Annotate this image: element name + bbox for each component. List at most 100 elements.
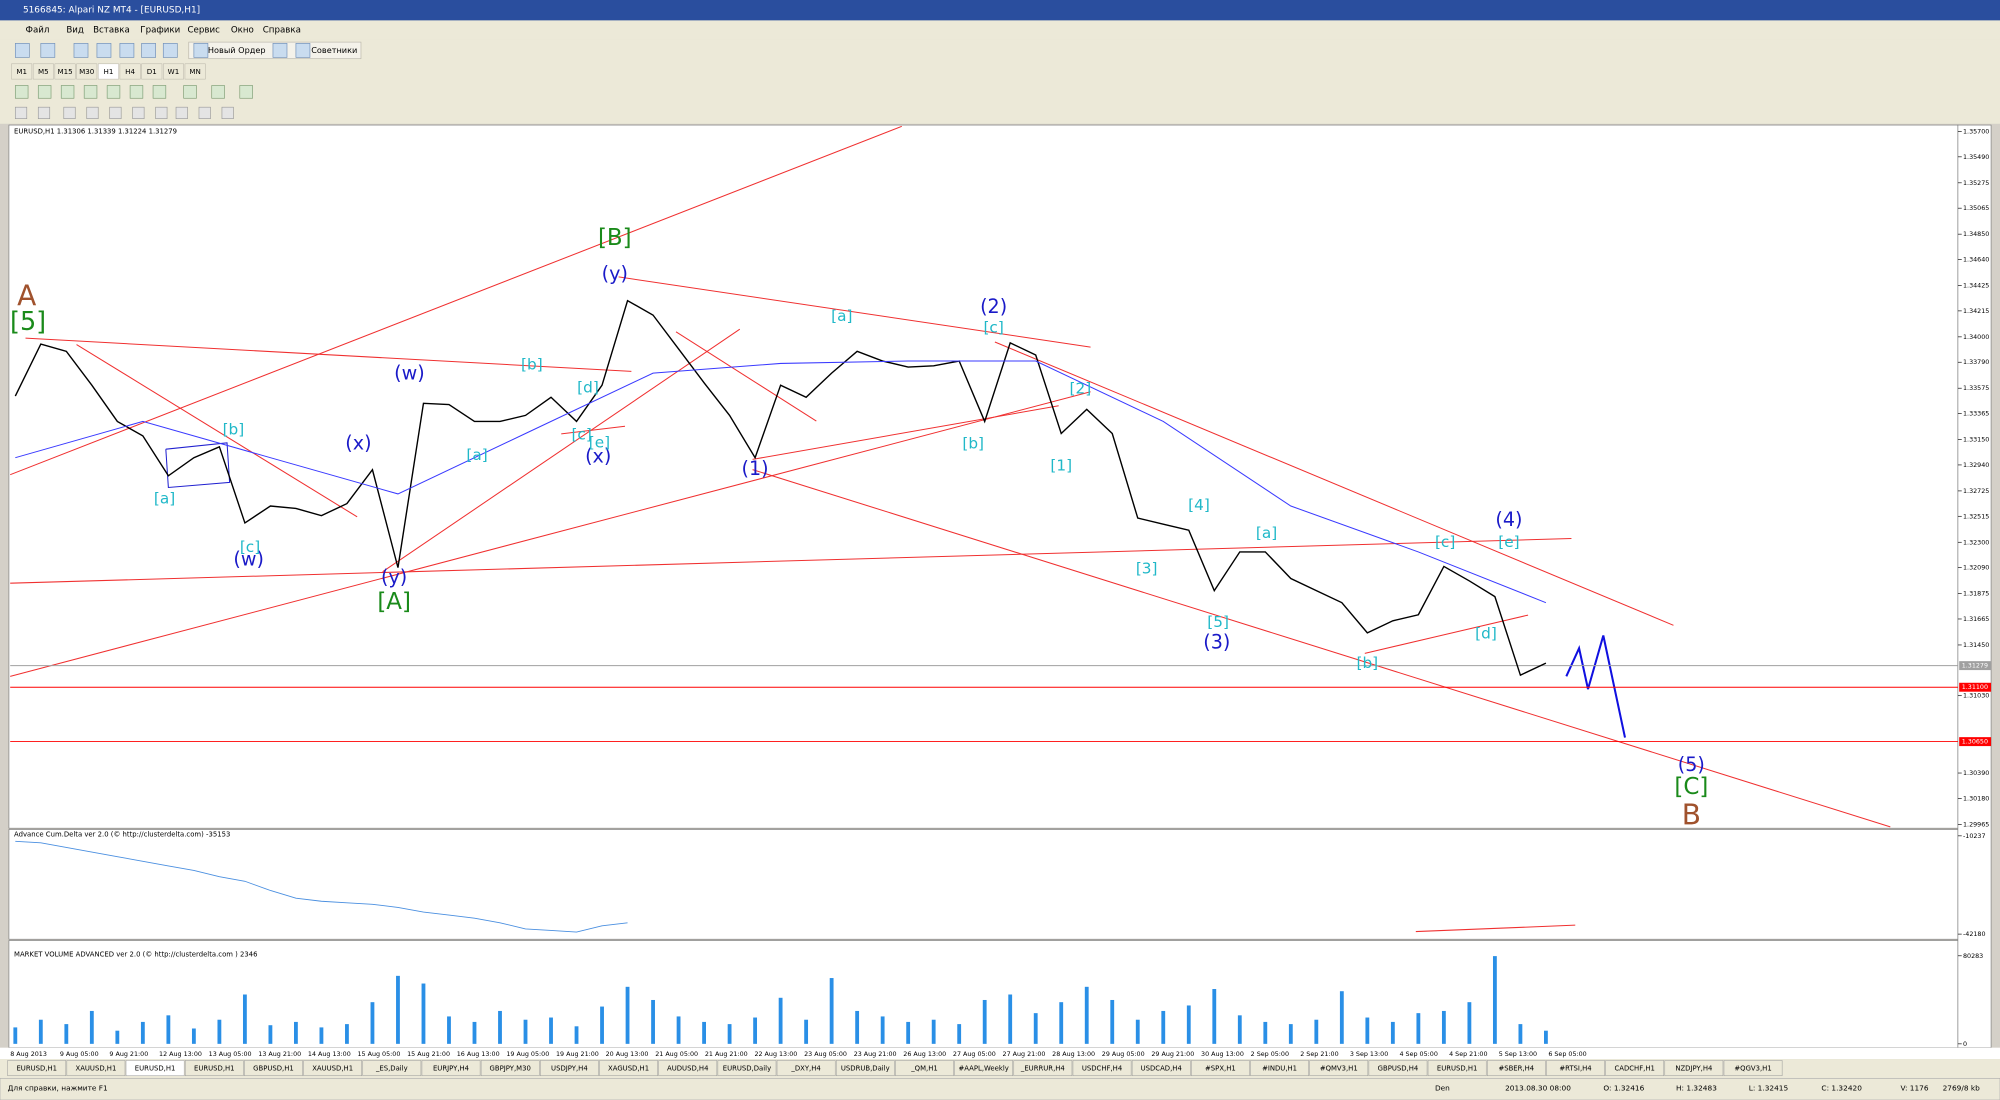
chart-tab-label[interactable]: EURUSD,H1 (16, 1065, 57, 1073)
toolbar-icon[interactable] (221, 106, 234, 119)
timeframe-label[interactable]: MN (189, 67, 200, 76)
toolbar-icon[interactable] (86, 106, 99, 119)
chart-tab[interactable] (1427, 1060, 1487, 1077)
chart-tab[interactable] (66, 1060, 126, 1077)
toolbar-icon[interactable] (14, 106, 28, 119)
chart-tab-label[interactable]: USDCHF,H4 (1082, 1065, 1122, 1073)
chart-tab-label[interactable]: USDCAD,H4 (1141, 1065, 1182, 1073)
timeframe-button[interactable] (141, 63, 163, 80)
toolbar-icon[interactable] (96, 43, 112, 58)
timeframe-button[interactable] (54, 63, 76, 80)
chart-tab-label[interactable]: XAUUSD,H1 (312, 1065, 353, 1073)
chart-tab-label[interactable]: USDRUB,Daily (841, 1065, 890, 1073)
chart-tab[interactable] (1368, 1060, 1428, 1077)
chart-tab[interactable] (1605, 1060, 1665, 1077)
timeframe-label[interactable]: M15 (57, 67, 72, 76)
toolbar-icon[interactable] (272, 43, 288, 58)
toolbar-icon[interactable] (141, 43, 156, 58)
menu-item[interactable]: Вставка (93, 25, 130, 35)
chart-tab[interactable] (7, 1060, 67, 1077)
toolbar-icon[interactable] (175, 106, 188, 119)
chart-tab[interactable] (421, 1060, 481, 1077)
chart-tab-label[interactable]: #INDU,H1 (1262, 1065, 1297, 1073)
chart-tab[interactable] (895, 1060, 954, 1077)
chart-tab[interactable] (1546, 1060, 1605, 1077)
toolbar-icon[interactable] (295, 43, 311, 58)
chart-tab[interactable] (1723, 1060, 1783, 1077)
chart-tab-label[interactable]: _DXY,H4 (790, 1065, 820, 1073)
toolbar-icon[interactable] (198, 106, 211, 119)
chart-tab[interactable] (184, 1060, 244, 1077)
toolbar-icon[interactable] (83, 85, 98, 99)
timeframe-label[interactable]: H1 (103, 67, 113, 76)
chart-tab-label[interactable]: #SPX,H1 (1205, 1065, 1236, 1073)
chart-tab[interactable] (303, 1060, 362, 1077)
chart-tab-label[interactable]: NZDJPY,H4 (1675, 1065, 1712, 1073)
chart-tab-label[interactable]: EURJPY,H4 (433, 1065, 469, 1073)
chart-tab-label[interactable]: EURUSD,H1 (135, 1065, 176, 1073)
chart-tab-label[interactable]: _QM,H1 (910, 1065, 938, 1073)
chart-tab-label[interactable]: #RTSI,H4 (1559, 1065, 1591, 1073)
timeframe-label[interactable]: M1 (16, 67, 27, 76)
toolbar-icon[interactable] (40, 43, 56, 58)
chart-tab[interactable] (835, 1060, 895, 1077)
new-order-button[interactable]: Новый Ордер (208, 45, 266, 55)
chart-tab[interactable] (1250, 1060, 1309, 1077)
timeframe-label[interactable]: M5 (38, 67, 49, 76)
chart-tab-label[interactable]: EURUSD,H1 (194, 1065, 235, 1073)
chart-tab-label[interactable]: _ES,Daily (375, 1065, 408, 1073)
chart-tab[interactable] (1013, 1060, 1073, 1077)
toolbar-icon[interactable] (37, 106, 51, 119)
chart-tab-label[interactable]: GBPUSD,H4 (1378, 1065, 1419, 1073)
toolbar-icon[interactable] (152, 85, 167, 99)
chart-tab[interactable] (658, 1060, 718, 1077)
chart-tab[interactable] (717, 1060, 777, 1077)
toolbar-icon[interactable] (239, 85, 253, 99)
timeframe-button[interactable] (76, 63, 98, 80)
timeframe-button[interactable] (184, 63, 206, 80)
chart-tab[interactable] (1664, 1060, 1724, 1077)
toolbar-icon[interactable] (119, 43, 135, 58)
experts-button[interactable]: Советники (311, 45, 357, 55)
menu-item[interactable]: Вид (66, 25, 84, 35)
toolbar-icon[interactable] (14, 85, 29, 99)
toolbar-icon[interactable] (211, 85, 225, 99)
timeframe-label[interactable]: D1 (147, 67, 157, 76)
chart-tab[interactable] (776, 1060, 836, 1077)
chart-tab[interactable] (362, 1060, 422, 1077)
menu-item[interactable]: Справка (263, 25, 301, 35)
chart-tab-label[interactable]: #QGV3,H1 (1734, 1065, 1771, 1073)
menu-item[interactable]: Окно (231, 25, 254, 35)
chart-tab-label[interactable]: #QMV3,H1 (1320, 1065, 1358, 1073)
chart-tab-label[interactable]: XAGUSD,H1 (608, 1065, 649, 1073)
timeframe-label[interactable]: H4 (125, 67, 135, 76)
toolbar-icon[interactable] (37, 85, 52, 99)
toolbar-icon[interactable] (14, 43, 30, 58)
timeframe-button[interactable] (97, 63, 119, 80)
toolbar-icon[interactable] (63, 106, 76, 119)
chart-tab-label[interactable]: AUDUSD,H4 (667, 1065, 708, 1073)
chart-tab[interactable] (244, 1060, 303, 1077)
timeframe-button[interactable] (163, 63, 184, 80)
chart-tab[interactable] (1191, 1060, 1250, 1077)
toolbar-icon[interactable] (73, 43, 89, 58)
chart-tab-label[interactable]: #AAPL,Weekly (959, 1065, 1009, 1073)
timeframe-button[interactable] (11, 63, 33, 80)
timeframe-label[interactable]: M30 (79, 67, 95, 76)
toolbar-icon[interactable] (155, 106, 168, 119)
chart-tab[interactable] (1131, 1060, 1191, 1077)
chart-tab[interactable] (1072, 1060, 1132, 1077)
menu-item[interactable]: Сервис (188, 25, 221, 35)
toolbar-icon[interactable] (109, 106, 122, 119)
toolbar-icon[interactable] (162, 43, 178, 58)
chart-tab[interactable] (480, 1060, 540, 1077)
chart-tab-label[interactable]: GBPJPY,M30 (490, 1065, 531, 1073)
toolbar-icon[interactable] (183, 85, 197, 99)
timeframe-button[interactable] (32, 63, 54, 80)
chart-tab-label[interactable]: EURUSD,Daily (723, 1065, 771, 1073)
chart-tab[interactable] (599, 1060, 658, 1077)
chart-tab-label[interactable]: GBPUSD,H1 (253, 1065, 294, 1073)
menu-item[interactable]: Графики (140, 25, 180, 35)
chart-tab-label[interactable]: USDJPY,H4 (551, 1065, 588, 1073)
chart-tab-label[interactable]: #SBER,H4 (1498, 1065, 1534, 1073)
